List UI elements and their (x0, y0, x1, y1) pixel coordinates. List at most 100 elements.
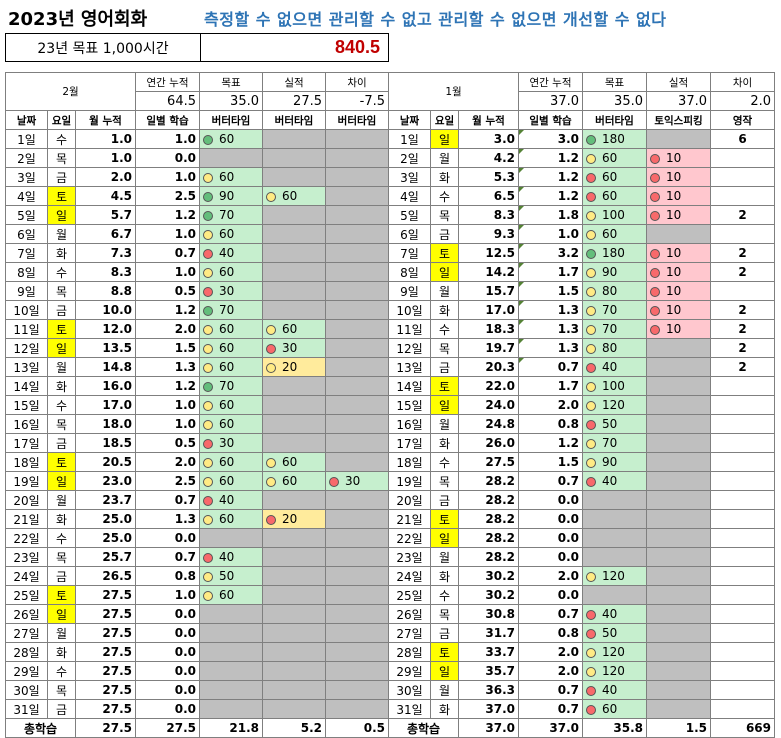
feb-daily-study-cell: 0.0 (135, 528, 200, 548)
feb-date-cell: 26일 (5, 604, 48, 624)
feb-weekday-cell: 수 (47, 395, 76, 415)
feb-month-cumulative-cell: 25.0 (75, 509, 136, 529)
table-row: 8일 수 8.3 1.0 60 (5, 262, 389, 282)
jan-activity1-cell: 120 (582, 566, 647, 586)
feb-activity1-cell: 50 (199, 566, 263, 586)
jan-activity3-cell (710, 376, 775, 396)
table-row: 22일 수 25.0 0.0 (5, 528, 389, 548)
feb-activity3-cell (325, 585, 389, 605)
table-row: 19일 일 23.0 2.5 60 60 30 (5, 471, 389, 491)
table-row: 21일 화 25.0 1.3 60 20 (5, 509, 389, 529)
table-row: 11일 토 12.0 2.0 60 60 (5, 319, 389, 339)
feb-weekday-cell: 화 (47, 642, 76, 662)
feb-summary-value: -7.5 (325, 91, 389, 111)
jan-daily-study-cell: 0.0 (518, 490, 583, 510)
red-circle-icon (650, 286, 660, 297)
yellow-circle-icon (586, 647, 596, 658)
feb-column-header: 버터타임 (199, 110, 263, 130)
jan-activity1-cell: 100 (582, 376, 647, 396)
jan-weekday-cell: 일 (430, 262, 459, 282)
feb-column-header: 일별 학습 (135, 110, 200, 130)
jan-daily-study-cell: 0.7 (518, 699, 583, 719)
table-row: 9일 월 15.7 1.5 80 10 (388, 281, 775, 301)
yellow-circle-icon (586, 571, 596, 582)
jan-total-label: 총학습 (388, 718, 459, 738)
jan-activity2-value: 10 (666, 151, 682, 165)
jan-weekday-cell: 월 (430, 281, 459, 301)
feb-daily-study-cell: 0.0 (135, 623, 200, 643)
green-circle-icon (203, 210, 213, 221)
jan-activity3-value: 2 (738, 322, 747, 336)
feb-activity3-cell (325, 167, 389, 187)
feb-activity2-cell (262, 604, 326, 624)
jan-daily-study-cell: 2.0 (518, 566, 583, 586)
yellow-circle-icon (586, 286, 596, 297)
feb-activity1-value: 60 (219, 398, 235, 412)
table-row: 5일 목 8.3 1.8 100 10 2 (388, 205, 775, 225)
feb-daily-study-cell: 0.5 (135, 433, 200, 453)
feb-activity3-cell (325, 129, 389, 149)
jan-activity2-cell: 10 (646, 243, 711, 263)
feb-date-cell: 30일 (5, 680, 48, 700)
table-row: 13일 금 20.3 0.7 40 2 (388, 357, 775, 377)
feb-activity1-cell: 40 (199, 490, 263, 510)
yellow-circle-icon (586, 324, 596, 335)
table-row: 25일 토 27.5 1.0 60 (5, 585, 389, 605)
feb-activity1-cell: 60 (199, 129, 263, 149)
table-row: 23일 목 25.7 0.7 40 (5, 547, 389, 567)
jan-month-cumulative-cell: 4.2 (458, 148, 519, 168)
feb-activity1-cell (199, 699, 263, 719)
feb-activity2-value: 60 (282, 322, 298, 336)
feb-activity1-cell (199, 148, 263, 168)
feb-activity1-cell: 60 (199, 471, 263, 491)
jan-date-cell: 23일 (388, 547, 431, 567)
green-circle-icon (586, 248, 596, 259)
feb-month-cumulative-cell: 8.8 (75, 281, 136, 301)
jan-date-cell: 20일 (388, 490, 431, 510)
jan-weekday-cell: 일 (430, 395, 459, 415)
jan-activity3-cell (710, 680, 775, 700)
feb-daily-study-cell: 1.5 (135, 338, 200, 358)
jan-daily-study-cell: 1.7 (518, 262, 583, 282)
jan-activity1-value: 60 (602, 170, 618, 184)
jan-date-cell: 30일 (388, 680, 431, 700)
jan-activity1-cell: 80 (582, 281, 647, 301)
jan-activity2-cell (646, 471, 711, 491)
jan-daily-study-cell: 1.5 (518, 281, 583, 301)
feb-daily-study-cell: 1.0 (135, 129, 200, 149)
annual-goal-value: 840.5 (334, 37, 380, 57)
jan-activity1-value: 50 (602, 626, 618, 640)
jan-activity1-cell: 120 (582, 395, 647, 415)
feb-daily-study-cell: 1.0 (135, 224, 200, 244)
jan-weekday-cell: 수 (430, 186, 459, 206)
jan-activity2-value: 10 (666, 189, 682, 203)
jan-activity3-value: 2 (738, 360, 747, 374)
feb-activity1-value: 60 (219, 341, 235, 355)
jan-daily-study-cell: 3.0 (518, 129, 583, 149)
jan-weekday-cell: 일 (430, 528, 459, 548)
feb-weekday-cell: 월 (47, 224, 76, 244)
feb-weekday-cell: 일 (47, 604, 76, 624)
red-circle-icon (203, 248, 213, 259)
table-row: 18일 토 20.5 2.0 60 60 (5, 452, 389, 472)
jan-activity2-value: 10 (666, 322, 682, 336)
feb-summary-label: 실적 (262, 72, 326, 92)
feb-activity3-cell (325, 642, 389, 662)
table-row: 3일 금 2.0 1.0 60 (5, 167, 389, 187)
feb-activity1-cell: 60 (199, 224, 263, 244)
feb-activity3-cell (325, 699, 389, 719)
table-row: 24일 금 26.5 0.8 50 (5, 566, 389, 586)
jan-activity2-cell (646, 509, 711, 529)
table-row: 19일 목 28.2 0.7 40 (388, 471, 775, 491)
jan-daily-study-cell: 1.0 (518, 224, 583, 244)
red-circle-icon (586, 609, 596, 620)
jan-activity1-cell (582, 528, 647, 548)
feb-weekday-cell: 화 (47, 243, 76, 263)
feb-activity2-cell (262, 585, 326, 605)
table-row: 20일 금 28.2 0.0 (388, 490, 775, 510)
feb-weekday-cell: 목 (47, 281, 76, 301)
yellow-circle-icon (203, 267, 213, 278)
feb-activity2-cell (262, 224, 326, 244)
jan-activity1-cell: 120 (582, 642, 647, 662)
feb-total-value: 21.8 (199, 718, 263, 738)
